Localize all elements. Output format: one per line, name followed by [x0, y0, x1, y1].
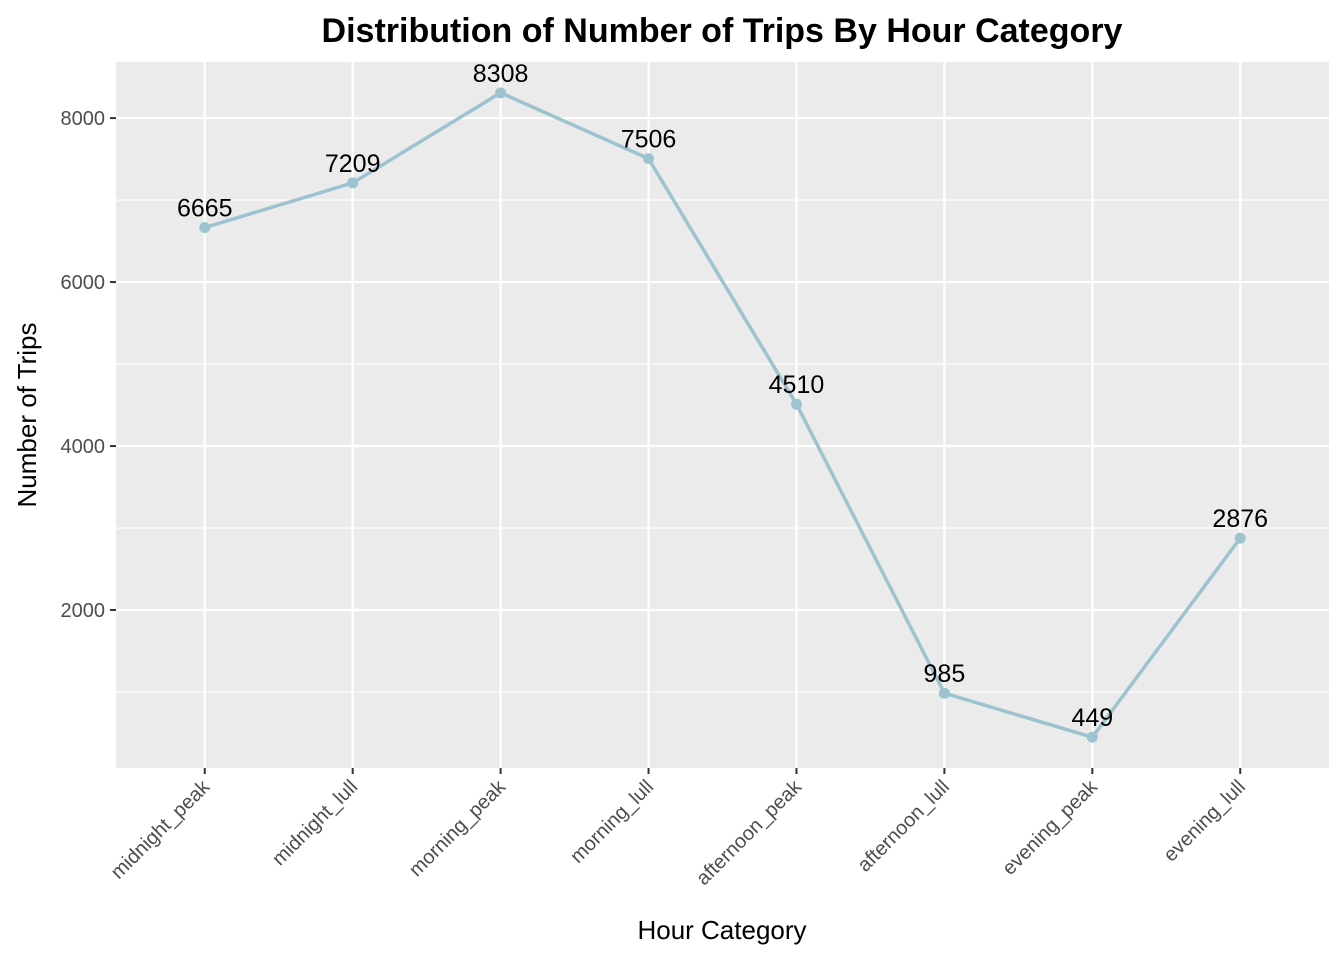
data-point [643, 153, 655, 165]
grid-major [116, 62, 1329, 768]
data-point [1234, 532, 1246, 544]
x-tick-label: evening_peak [998, 775, 1102, 879]
data-label: 7506 [621, 126, 677, 154]
data-labels: 6665 7209 8308 7506 4510 985 449 2876 [177, 60, 1268, 732]
plot-panel [116, 62, 1329, 768]
x-tick-label: midnight_lull [268, 776, 362, 870]
data-point [199, 222, 211, 234]
y-tick-label: 8000 [61, 108, 106, 130]
y-tick-label: 6000 [61, 272, 106, 294]
data-label: 8308 [473, 60, 529, 88]
chart-title: Distribution of Number of Trips By Hour … [322, 12, 1123, 50]
data-label: 985 [924, 660, 966, 688]
data-label: 6665 [177, 195, 233, 223]
y-axis-title: Number of Trips [12, 323, 42, 508]
data-point [495, 87, 507, 99]
data-label: 449 [1071, 704, 1113, 732]
x-axis-title: Hour Category [637, 915, 806, 945]
data-label: 2876 [1212, 505, 1268, 533]
series-line [204, 91, 1242, 739]
x-tick-label: midnight_peak [107, 775, 215, 883]
data-point [347, 177, 359, 189]
x-tick-label: evening_lull [1160, 776, 1250, 866]
y-tick-label: 4000 [61, 436, 106, 458]
data-point [790, 398, 802, 410]
y-tick-label: 2000 [61, 600, 106, 622]
x-tick-label: afternoon_lull [853, 776, 953, 876]
x-axis: midnight_peak midnight_lull morning_peak mo… [107, 768, 1250, 890]
data-point [1086, 731, 1098, 743]
y-axis: 2000 4000 6000 8000 [61, 108, 116, 622]
series-polyline [204, 91, 1242, 739]
data-label: 7209 [325, 150, 381, 178]
x-tick-label: morning_lull [566, 776, 658, 868]
data-label: 4510 [769, 371, 825, 399]
x-tick-label: afternoon_peak [692, 775, 807, 890]
data-point [938, 687, 950, 699]
x-tick-label: morning_peak [405, 775, 511, 881]
data-points [199, 87, 1246, 743]
